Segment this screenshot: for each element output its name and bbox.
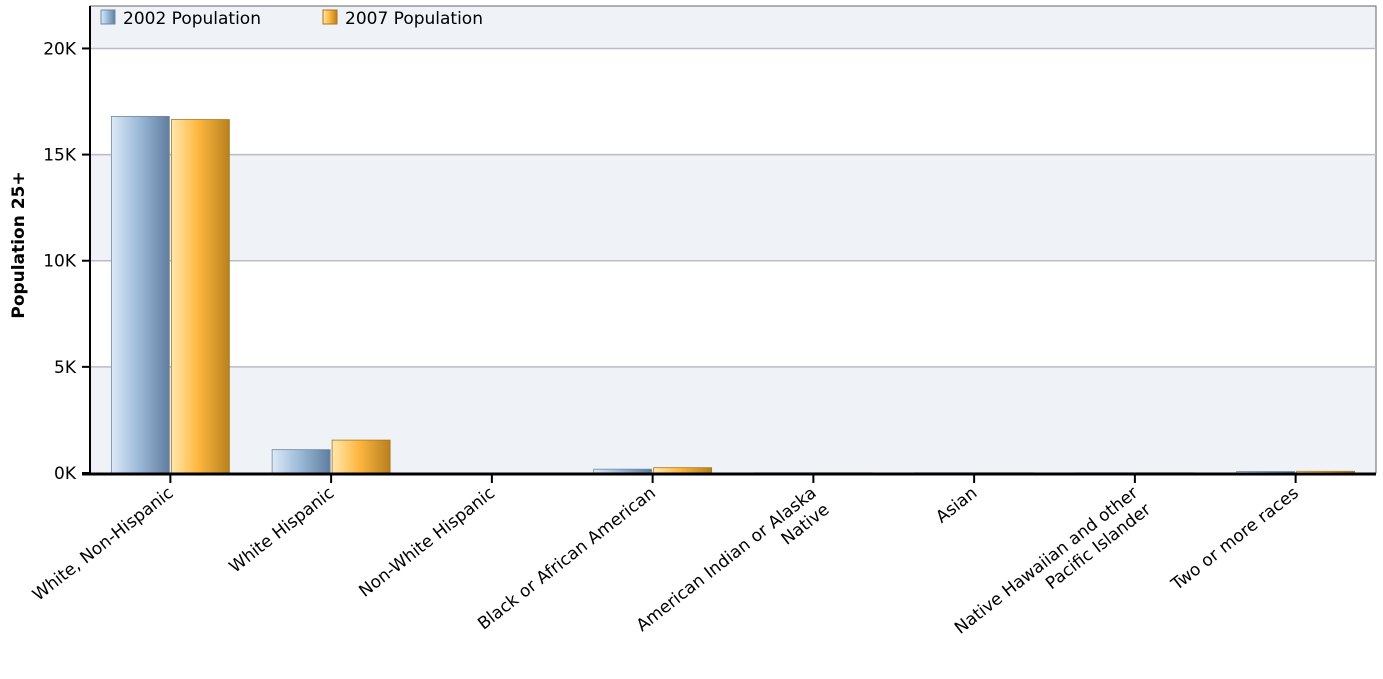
axes <box>82 6 1376 483</box>
y-tick-label: 10K <box>43 252 77 272</box>
y-tick-label: 0K <box>54 464 77 484</box>
bar-2007-0 <box>170 119 230 474</box>
x-tick-label-line: American Indian or Alaska <box>633 483 821 636</box>
x-tick-label-line: Asian <box>932 483 981 527</box>
x-tick-label: Black or African American <box>474 483 659 634</box>
legend-label-1: 2007 Population <box>345 9 483 29</box>
y-tick-label: 20K <box>43 39 77 59</box>
x-tick-labels: White, Non-Hispanic White Hispanic Non-Whi… <box>29 483 1303 655</box>
plot-band <box>90 154 1376 261</box>
x-tick-label-line: White Hispanic <box>226 483 339 577</box>
y-tick-label: 15K <box>43 146 77 166</box>
legend-swatch-0 <box>100 9 116 25</box>
bar-2002-0 <box>110 115 170 474</box>
plot-bands <box>89 5 1377 474</box>
x-tick-label-line: White, Non-Hispanic <box>29 483 177 605</box>
x-tick-label: White, Non-Hispanic <box>29 483 177 605</box>
gridlines <box>90 47 1376 368</box>
x-tick-label-line: Non-White Hispanic <box>355 483 499 601</box>
x-tick-label: Native Hawaiian and otherPacific Islande… <box>951 483 1155 655</box>
y-tick-labels: 0K 5K 10K 15K 20K <box>43 39 77 484</box>
y-tick-label: 5K <box>54 358 77 378</box>
legend-label-0: 2002 Population <box>123 9 261 29</box>
bar-2007-1 <box>331 439 391 474</box>
x-tick-label: Asian <box>932 483 981 527</box>
bar-2002-3 <box>593 468 653 474</box>
bar-2002-1 <box>271 449 331 474</box>
x-tick-label: White Hispanic <box>226 483 339 577</box>
legend-swatch-1 <box>322 9 338 25</box>
x-tick-label-line: Two or more races <box>1167 483 1303 595</box>
x-tick-label: Two or more races <box>1167 483 1303 595</box>
x-tick-label: American Indian or AlaskaNative <box>633 483 834 652</box>
x-tick-label: Non-White Hispanic <box>355 483 499 601</box>
plot-band <box>90 6 1376 49</box>
bar-2007-3 <box>653 467 713 474</box>
legend: 2002 Population 2007 Population <box>100 9 483 29</box>
x-tick-label-line: Black or African American <box>474 483 659 634</box>
y-axis-title: Population 25+ <box>9 171 29 318</box>
x-tick-label-line: Native Hawaiian and other <box>951 483 1142 638</box>
